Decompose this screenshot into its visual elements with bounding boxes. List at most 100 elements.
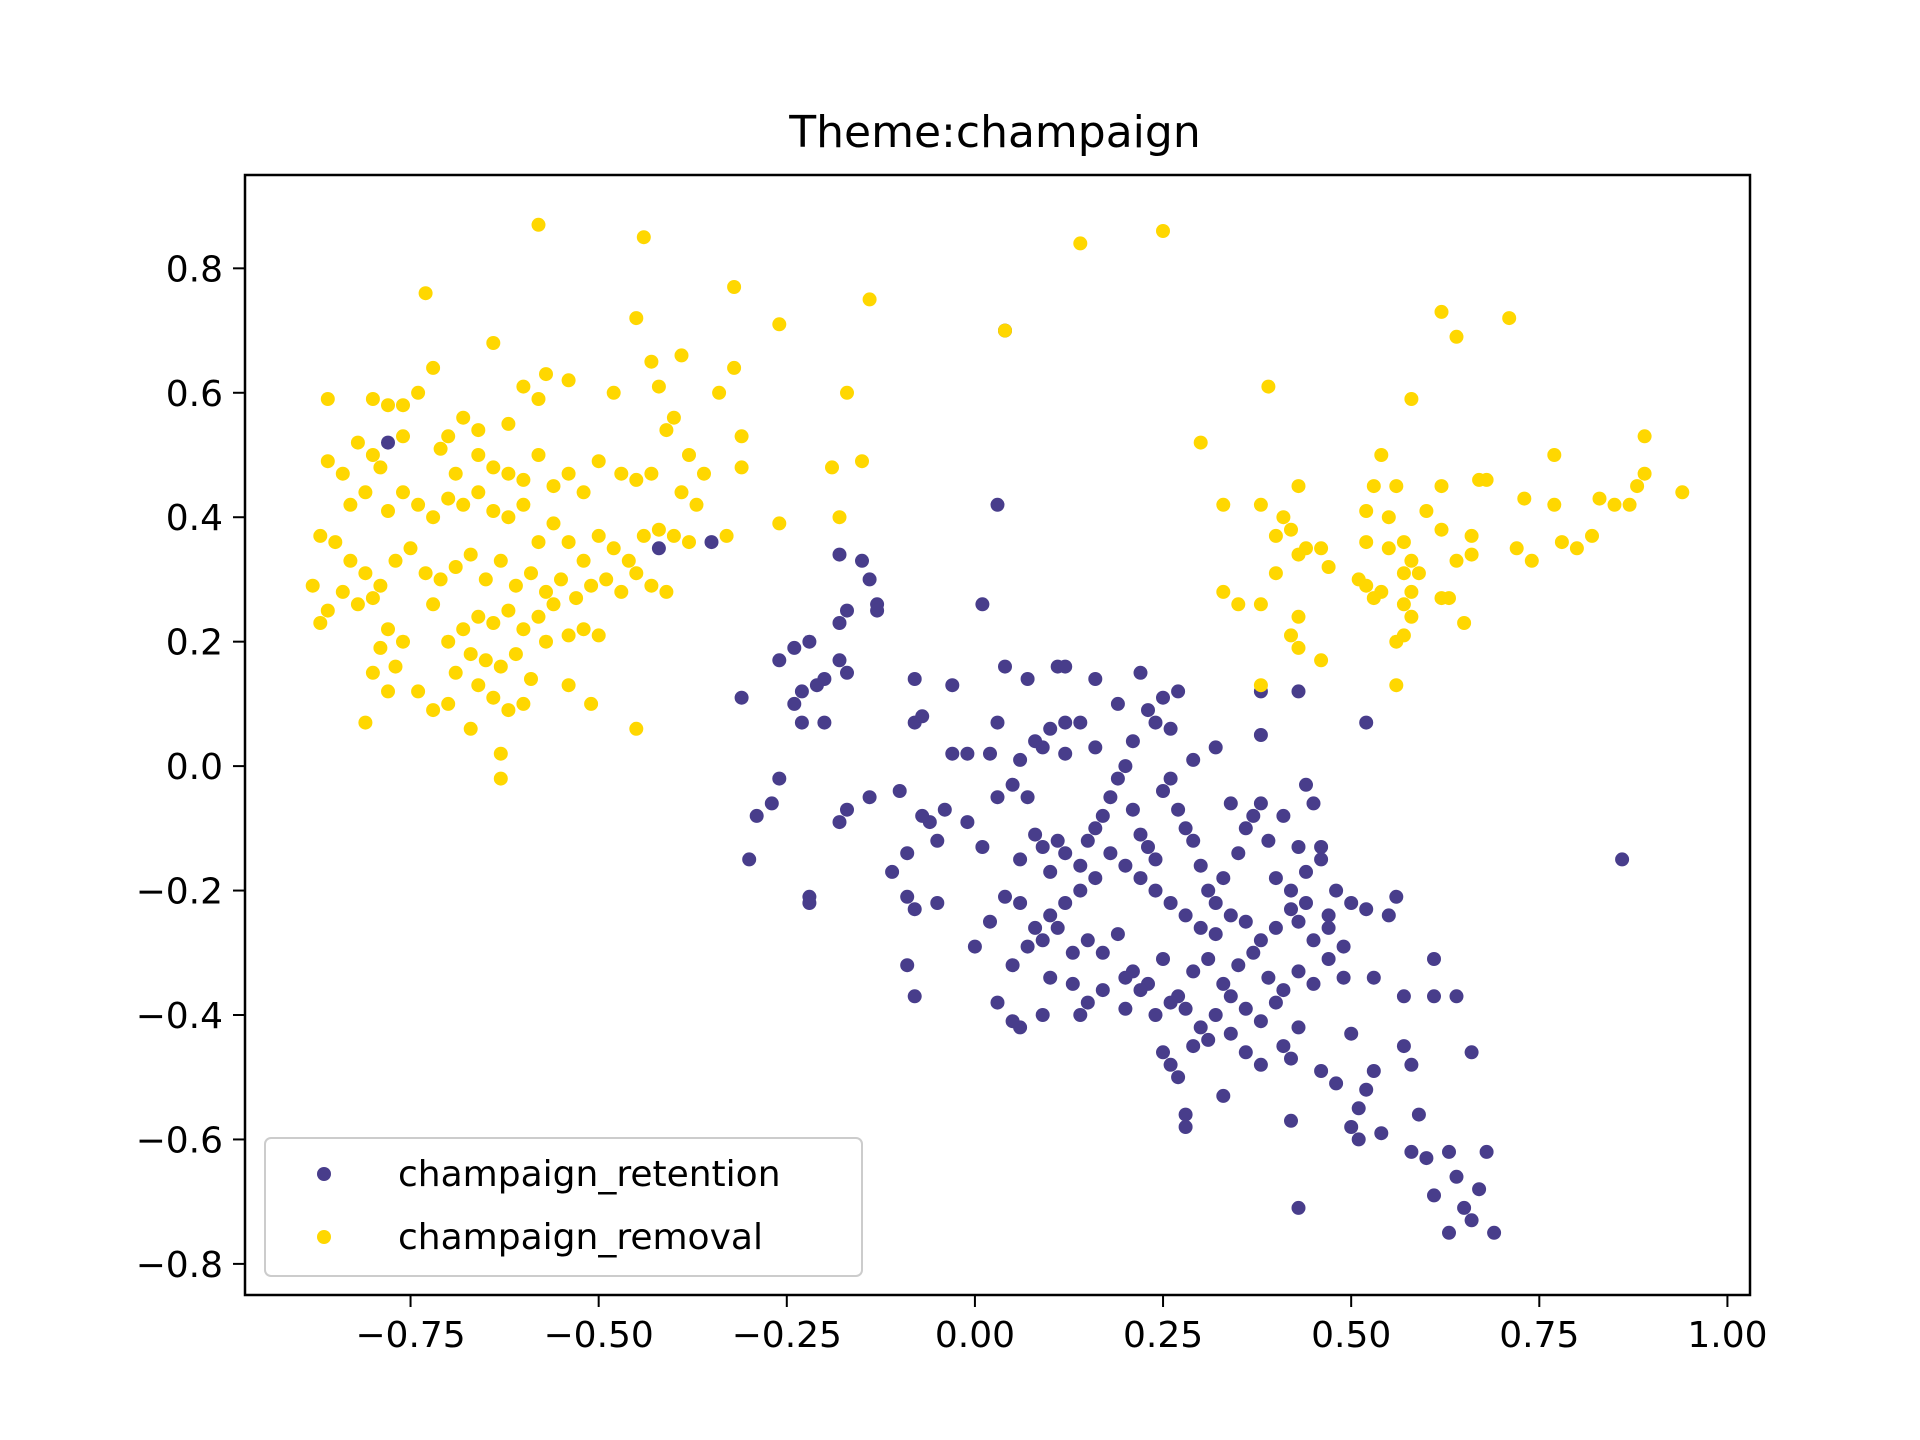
data-point (343, 553, 358, 568)
data-point (426, 703, 441, 718)
data-point (1291, 1200, 1306, 1215)
data-point (1276, 510, 1291, 525)
data-point (1592, 491, 1607, 506)
data-point (1035, 933, 1050, 948)
data-point (621, 553, 636, 568)
series-champaign_removal (305, 217, 1690, 786)
data-point (1261, 379, 1276, 394)
data-point (1043, 970, 1058, 985)
data-point (313, 528, 328, 543)
data-point (1299, 864, 1313, 879)
data-point (1344, 1026, 1359, 1041)
data-point (1442, 591, 1456, 606)
data-point (1344, 1120, 1359, 1134)
data-point (1585, 528, 1599, 543)
data-point (990, 995, 1005, 1010)
data-point (418, 286, 433, 301)
data-point (1314, 653, 1329, 668)
data-point (441, 429, 456, 444)
data-point (373, 578, 388, 593)
data-point (1427, 952, 1441, 966)
data-point (1291, 640, 1306, 655)
x-tick-label: −0.75 (355, 1315, 465, 1356)
data-point (772, 771, 787, 786)
data-point (1351, 572, 1366, 587)
data-point (531, 217, 546, 232)
data-point (1351, 1132, 1366, 1147)
data-point (1276, 983, 1291, 998)
data-point (486, 336, 501, 350)
data-point (516, 472, 531, 487)
data-point (1321, 560, 1336, 574)
data-point (524, 672, 538, 686)
data-point (1148, 852, 1163, 867)
data-point (539, 634, 553, 649)
data-point (1299, 777, 1313, 792)
points-layer (305, 217, 1690, 1240)
data-point (1359, 902, 1374, 917)
data-point (1080, 933, 1095, 948)
data-point (900, 889, 915, 904)
data-point (365, 665, 380, 680)
data-point (794, 715, 809, 730)
data-point (1095, 808, 1110, 823)
data-point (1607, 497, 1622, 512)
data-point (802, 896, 817, 910)
data-point (1284, 902, 1298, 917)
data-point (832, 510, 847, 525)
data-point (433, 572, 448, 587)
data-point (1291, 547, 1306, 562)
data-point (358, 715, 373, 730)
data-point (335, 466, 350, 481)
data-point (1178, 1107, 1193, 1122)
data-point (1178, 1001, 1193, 1016)
data-point (892, 784, 907, 798)
data-point (486, 460, 501, 475)
data-point (554, 572, 568, 587)
data-point (1246, 808, 1261, 823)
data-point (1133, 871, 1148, 886)
data-point (862, 790, 877, 805)
data-point (350, 597, 365, 612)
data-point (388, 553, 403, 568)
data-point (1366, 479, 1381, 494)
data-point (1442, 1225, 1456, 1240)
y-tick-label: −0.4 (136, 996, 223, 1037)
data-point (531, 448, 546, 462)
data-point (1442, 1144, 1456, 1159)
data-point (832, 653, 847, 668)
data-point (636, 230, 651, 245)
data-point (463, 547, 478, 562)
data-point (320, 603, 335, 618)
data-point (1125, 802, 1140, 817)
x-tick-label: −0.50 (544, 1315, 654, 1356)
data-point (1321, 908, 1336, 923)
data-point (1547, 497, 1562, 512)
data-point (855, 454, 869, 469)
data-point (1396, 989, 1411, 1004)
data-point (998, 889, 1012, 904)
data-point (960, 746, 975, 761)
data-point (1502, 311, 1517, 326)
data-point (862, 572, 877, 587)
data-point (1103, 846, 1118, 861)
data-point (546, 479, 561, 494)
data-point (493, 659, 508, 674)
data-point (1013, 752, 1028, 767)
data-point (651, 541, 666, 556)
data-point (320, 454, 335, 469)
data-point (478, 572, 493, 587)
data-point (1427, 989, 1441, 1004)
legend-box (264, 1137, 863, 1277)
data-point (1419, 504, 1434, 518)
data-point (584, 696, 599, 711)
x-tick-label: 0.75 (1499, 1315, 1579, 1356)
data-point (1216, 584, 1231, 599)
data-point (1314, 1064, 1329, 1078)
legend-label-removal: champaign_removal (398, 1217, 763, 1258)
data-point (915, 808, 930, 823)
data-point (832, 547, 847, 562)
data-point (441, 696, 456, 711)
data-point (840, 603, 854, 618)
data-point (1396, 1039, 1411, 1054)
